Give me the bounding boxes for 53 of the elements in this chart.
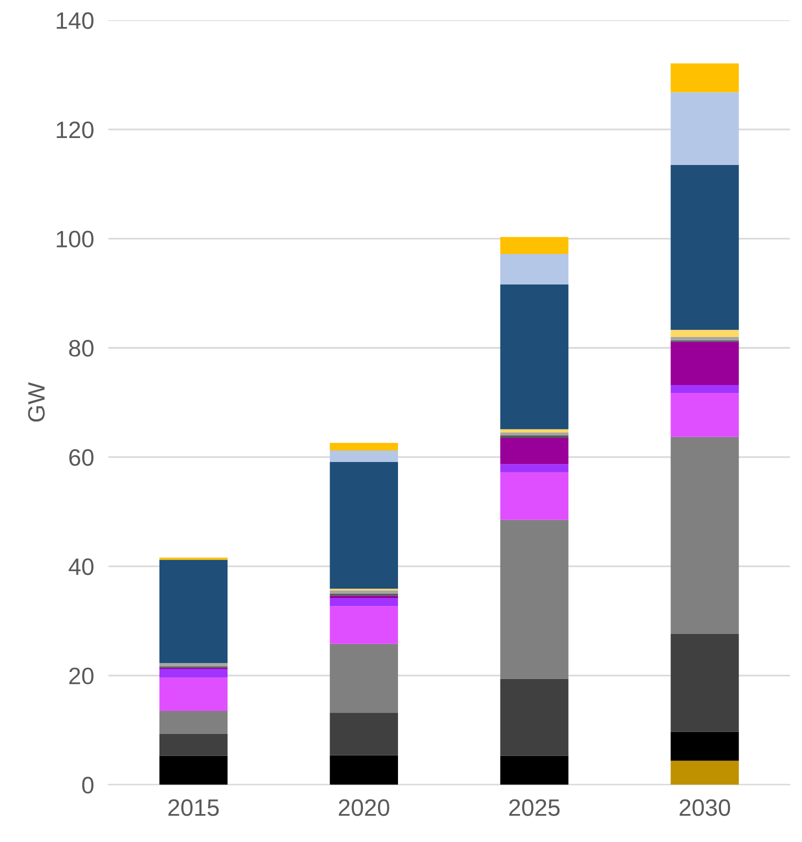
bar [330, 442, 398, 451]
bar [159, 756, 228, 785]
y-tick-label: 120 [56, 121, 94, 138]
bar [670, 342, 739, 385]
x-tick-label: 2015 [168, 799, 219, 816]
bar [159, 668, 228, 678]
bar [330, 712, 398, 756]
bar [670, 164, 739, 330]
x-tick-label: 2030 [680, 799, 730, 816]
bar [500, 438, 568, 464]
bar [159, 662, 228, 666]
y-tick-label: 80 [69, 340, 94, 357]
y-tick-label: 60 [69, 449, 94, 466]
bar [500, 429, 568, 433]
bar [670, 330, 739, 337]
bar [330, 755, 398, 785]
y-tick-label: 100 [56, 230, 94, 248]
bar [159, 734, 228, 756]
bar [670, 760, 739, 785]
bar [159, 678, 228, 712]
bar [670, 63, 739, 92]
y-tick-label: 0 [82, 776, 94, 794]
y-tick-label: 40 [68, 558, 94, 576]
bar [500, 284, 568, 430]
bar [330, 450, 398, 462]
bar [500, 472, 568, 520]
bar [159, 711, 228, 734]
bar [670, 336, 739, 340]
bar [500, 432, 568, 436]
bar [500, 254, 568, 285]
bar [670, 436, 739, 634]
y-axis-title: GW [28, 382, 45, 422]
bar [670, 385, 739, 394]
bar [670, 92, 739, 165]
bar [500, 435, 568, 438]
bar [670, 634, 739, 732]
x-tick-label: 2020 [338, 799, 390, 816]
bar [330, 598, 398, 606]
y-tick-label: 140 [56, 12, 94, 29]
bar [330, 644, 398, 713]
y-tick-label: 20 [69, 668, 94, 684]
bar [330, 606, 398, 644]
x-tick-label: 2025 [509, 799, 560, 816]
bar [159, 560, 228, 663]
bar [500, 678, 568, 756]
bar [500, 520, 568, 679]
bar [500, 464, 568, 472]
bar [330, 462, 398, 589]
bar [330, 590, 398, 594]
bar [670, 732, 739, 761]
bar [500, 756, 568, 785]
bar [670, 393, 739, 437]
bar [500, 237, 568, 254]
